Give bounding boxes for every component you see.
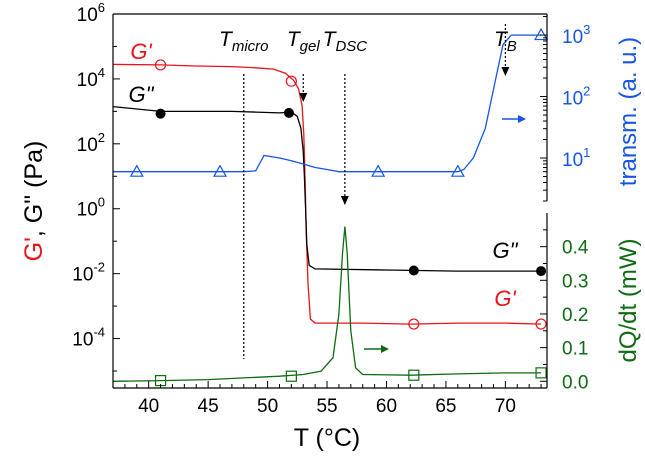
data-point-0-2 xyxy=(408,318,420,330)
series-line-2 xyxy=(113,34,542,173)
x-tick-label: 50 xyxy=(257,396,278,417)
series-line-1 xyxy=(112,105,542,272)
x-tick-label: 60 xyxy=(376,396,397,417)
x-axis-title: T (°C) xyxy=(294,424,360,452)
right-top-tick-label: 101 xyxy=(562,145,590,171)
left-axis-title: G', G" (Pa) xyxy=(20,141,48,262)
right-bottom-tick-label: 0.1 xyxy=(562,339,588,360)
series-label: G' xyxy=(494,286,516,311)
marker-label-DSC: TDSC xyxy=(323,28,368,55)
data-point-1-3 xyxy=(536,266,547,277)
data-point-2-1 xyxy=(212,164,228,177)
data-point-2-0 xyxy=(129,164,144,177)
data-point-1-2 xyxy=(408,265,419,276)
series-label: G" xyxy=(493,238,519,263)
data-point-3-2 xyxy=(408,369,420,381)
right-bottom-axis-title: dQ/dt (mW) xyxy=(615,239,642,363)
right-bottom-tick-label: 0.4 xyxy=(562,238,589,259)
series-label: G' xyxy=(130,39,152,64)
series-layer xyxy=(112,27,549,387)
series-line-0 xyxy=(112,63,542,325)
axis-pointer-blue-head xyxy=(518,115,526,123)
data-point-1-0 xyxy=(155,108,166,119)
left-tick-label: 104 xyxy=(77,65,105,91)
x-tick-label: 65 xyxy=(435,396,456,417)
left-tick-label: 10-4 xyxy=(72,325,105,351)
marker-label-gel: Tgel xyxy=(287,28,321,55)
series-label: G" xyxy=(129,82,155,107)
data-point-2-2 xyxy=(371,164,386,177)
marker-arrow-gel xyxy=(299,93,308,102)
data-point-0-0 xyxy=(154,59,167,71)
left-tick-label: 100 xyxy=(77,195,105,221)
x-tick-label: 45 xyxy=(198,396,219,417)
right-bottom-tick-label: 0.3 xyxy=(562,271,588,292)
right-top-tick-label: 102 xyxy=(562,84,590,110)
right-top-axis-title: transm. (a. u.) xyxy=(615,37,642,186)
right-bottom-tick-label: 0.0 xyxy=(562,372,588,393)
data-point-2-3 xyxy=(450,164,465,177)
data-point-3-3 xyxy=(535,367,547,379)
right-top-tick-label: 103 xyxy=(562,22,590,48)
data-point-1-1 xyxy=(283,107,294,118)
data-point-0-1 xyxy=(285,75,297,87)
marker-arrow-B xyxy=(501,67,510,76)
marker-arrow-DSC xyxy=(340,196,349,205)
left-tick-label: 102 xyxy=(77,130,105,156)
x-tick-label: 70 xyxy=(495,396,516,417)
left-tick-label: 106 xyxy=(77,0,105,26)
data-point-2-4 xyxy=(534,27,549,41)
right-bottom-tick-label: 0.2 xyxy=(562,305,588,326)
data-point-0-3 xyxy=(535,318,547,330)
data-point-3-1 xyxy=(285,370,297,382)
marker-label-B: TB xyxy=(494,28,517,55)
text-layer: Tmicro Tgel TDSC TB 40 45 50 55 60 65 70 T (°C) 106 1… xyxy=(20,0,642,452)
x-tick-label: 40 xyxy=(138,396,159,417)
marker-label-micro: Tmicro xyxy=(219,28,269,55)
left-tick-label: 10-2 xyxy=(72,260,105,286)
axis-pointer-green-head xyxy=(381,345,389,353)
axes-layer xyxy=(112,13,548,389)
series-line-3 xyxy=(112,226,542,382)
x-tick-label: 55 xyxy=(316,396,337,417)
